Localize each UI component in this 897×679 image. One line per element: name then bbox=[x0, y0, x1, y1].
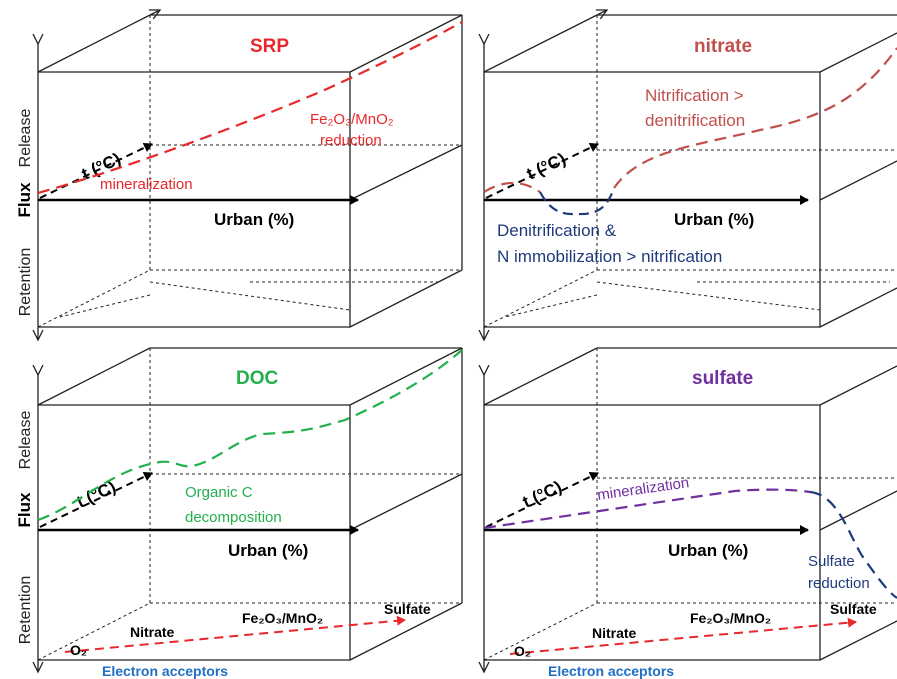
note-organic-c: Organic C bbox=[185, 484, 253, 501]
retention-label: Retention bbox=[17, 576, 34, 645]
acceptor-arrow bbox=[509, 617, 857, 655]
acceptor-fe-mn: Fe₂O₃/MnO₂ bbox=[690, 610, 771, 626]
panel-title: nitrate bbox=[694, 36, 752, 57]
flux-label: Flux bbox=[15, 492, 34, 527]
release-label: Release bbox=[17, 109, 34, 168]
nitrate-release-curve-left bbox=[483, 181, 541, 193]
nitrate-retention-curve bbox=[539, 187, 616, 216]
note-n-immobilization: N immobilization > nitrification bbox=[497, 247, 722, 266]
acceptor-fe-mn: Fe₂O₃/MnO₂ bbox=[242, 610, 323, 626]
panel-sulfate-box bbox=[484, 347, 897, 672]
release-label: Release bbox=[17, 411, 34, 470]
nitrate-release-curve-right bbox=[613, 47, 897, 189]
acceptor-sulfate: Sulfate bbox=[830, 601, 877, 617]
acceptor-nitrate: Nitrate bbox=[130, 624, 175, 640]
electron-acceptors-label: Electron acceptors bbox=[102, 663, 228, 679]
panel-srp: Release Flux Retention Urban (%) t (°C) … bbox=[15, 10, 463, 340]
note-reduction: reduction bbox=[320, 132, 382, 149]
srp-curve bbox=[37, 21, 463, 195]
note-denitrification-immobilization: Denitrification & bbox=[497, 221, 617, 240]
panel-title: DOC bbox=[236, 368, 279, 389]
note-sulfate: Sulfate bbox=[808, 553, 855, 570]
flux-label: Flux bbox=[15, 182, 34, 217]
note-decomposition: decomposition bbox=[185, 509, 282, 526]
sulfate-release-curve bbox=[483, 488, 811, 530]
acceptor-sulfate: Sulfate bbox=[384, 601, 431, 617]
acceptor-o2: O₂ bbox=[70, 642, 87, 658]
note-reduction: reduction bbox=[808, 575, 870, 592]
note-nitrification: Nitrification > bbox=[645, 86, 744, 105]
panel-nitrate-box bbox=[484, 10, 897, 340]
x-axis-label: Urban (%) bbox=[674, 210, 754, 229]
t-axis-label: t (°C) bbox=[524, 149, 569, 183]
retention-label: Retention bbox=[17, 248, 34, 317]
acceptor-arrow bbox=[64, 615, 406, 653]
doc-curve bbox=[37, 349, 463, 522]
panel-doc-box bbox=[38, 347, 463, 672]
note-denitrification: denitrification bbox=[645, 111, 745, 130]
panel-doc: Release Flux Retention Urban (%) t (°C) … bbox=[15, 347, 463, 679]
electron-acceptors-label: Electron acceptors bbox=[548, 663, 674, 679]
panel-sulfate: Urban (%) t (°C) sulfate mineralization … bbox=[483, 347, 897, 679]
note-mineralization: mineralization bbox=[100, 176, 193, 193]
x-axis-label: Urban (%) bbox=[228, 541, 308, 560]
panel-nitrate: Urban (%) t (°C) nitrate Nitrification >… bbox=[484, 10, 897, 340]
x-axis-label: Urban (%) bbox=[214, 210, 294, 229]
acceptor-nitrate: Nitrate bbox=[592, 625, 637, 641]
t-axis-label: t (°C) bbox=[74, 477, 119, 511]
x-axis-label: Urban (%) bbox=[668, 541, 748, 560]
acceptor-o2: O₂ bbox=[514, 643, 531, 659]
sulfate-retention-curve bbox=[809, 490, 897, 599]
panel-srp-box bbox=[38, 10, 463, 340]
panel-title: SRP bbox=[250, 36, 289, 57]
panel-title: sulfate bbox=[692, 368, 753, 389]
note-fe-mn-oxides: Fe₂O₃/MnO₂ bbox=[310, 111, 394, 128]
t-axis-label: t (°C) bbox=[520, 477, 565, 511]
